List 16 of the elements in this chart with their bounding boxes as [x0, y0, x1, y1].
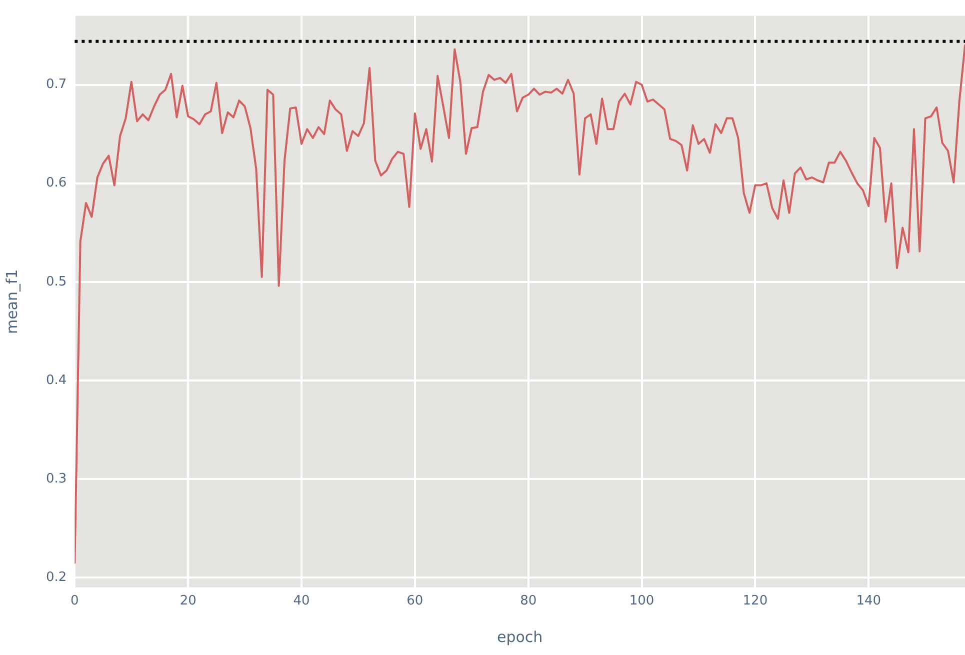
x-axis-title: epoch — [496, 628, 543, 646]
x-tick-label: 40 — [293, 594, 310, 609]
x-tick-label: 120 — [742, 594, 768, 609]
x-tick-label: 100 — [629, 594, 654, 609]
x-tick-label: 20 — [180, 594, 196, 609]
x-tick-label: 140 — [856, 594, 882, 609]
y-tick-label: 0.3 — [46, 471, 67, 486]
y-tick-label: 0.7 — [46, 77, 67, 92]
y-tick-label: 0.5 — [46, 274, 67, 290]
y-tick-label: 0.4 — [46, 372, 67, 388]
y-axis-title: mean_f1 — [2, 269, 21, 334]
x-tick-label: 60 — [406, 594, 424, 609]
y-tick-label: 0.6 — [46, 176, 67, 191]
y-tick-label: 0.2 — [46, 570, 67, 585]
x-tick-label: 80 — [520, 594, 537, 609]
x-tick-label: 0 — [70, 594, 79, 609]
